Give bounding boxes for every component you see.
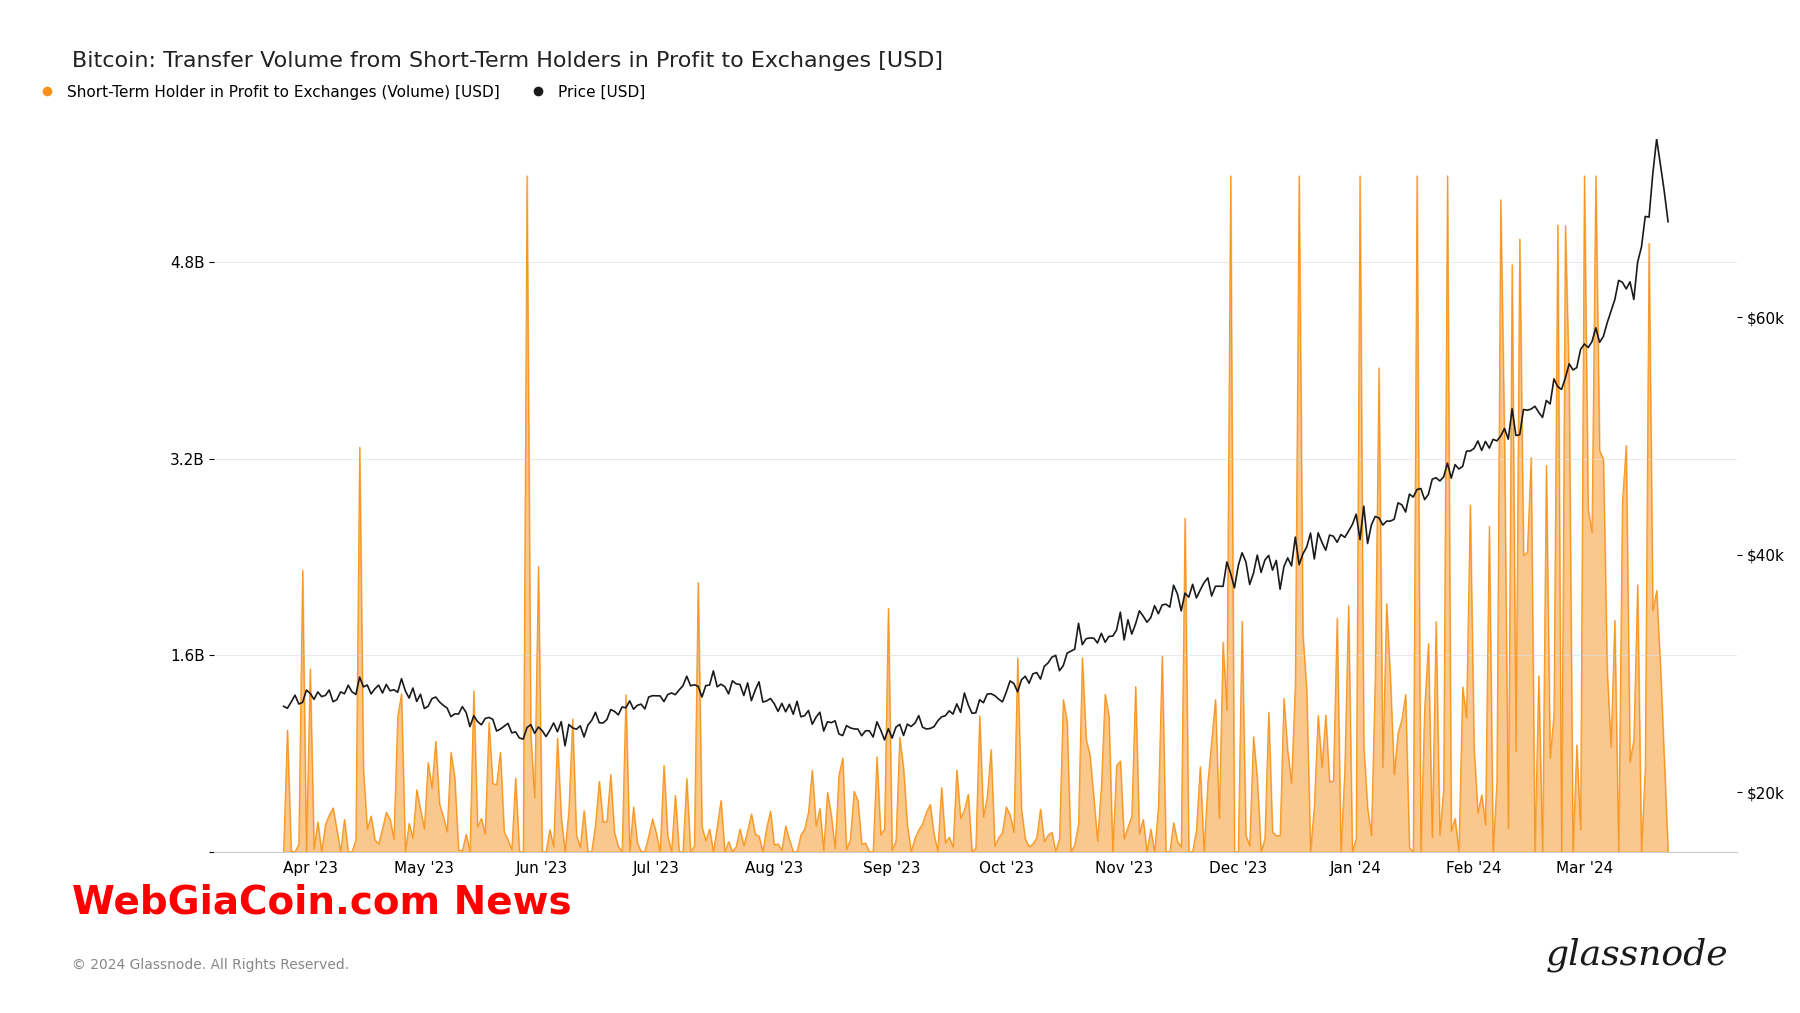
Text: Bitcoin: Transfer Volume from Short-Term Holders in Profit to Exchanges [USD]: Bitcoin: Transfer Volume from Short-Term…: [72, 51, 943, 71]
Text: WebGiaCoin.com News: WebGiaCoin.com News: [72, 883, 572, 922]
Legend: Short-Term Holder in Profit to Exchanges (Volume) [USD], Price [USD]: Short-Term Holder in Profit to Exchanges…: [25, 79, 652, 105]
Text: glassnode: glassnode: [1546, 938, 1728, 972]
Text: © 2024 Glassnode. All Rights Reserved.: © 2024 Glassnode. All Rights Reserved.: [72, 958, 349, 972]
